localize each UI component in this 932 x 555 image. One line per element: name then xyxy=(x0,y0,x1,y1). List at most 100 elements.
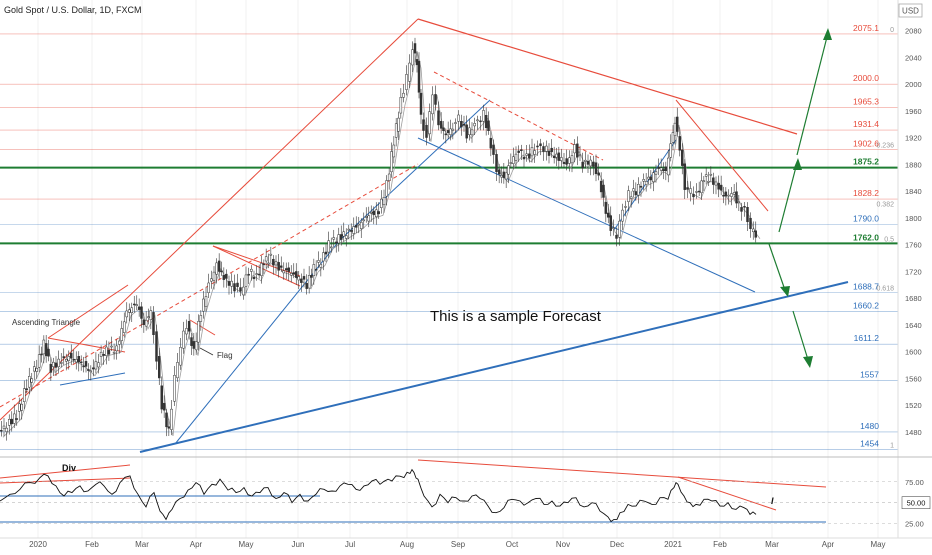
candle-body xyxy=(449,128,452,135)
candle-body xyxy=(542,146,545,152)
top-resistance-line xyxy=(417,18,798,135)
candle-body xyxy=(504,172,508,180)
candle-body xyxy=(152,312,155,335)
flag-top-line xyxy=(212,245,301,277)
level-label: 1875.2 xyxy=(853,157,879,167)
candle-body xyxy=(72,358,75,361)
candle-body xyxy=(274,261,278,266)
candle-body xyxy=(468,127,471,135)
candle-body xyxy=(257,273,261,276)
candle-body xyxy=(454,122,457,124)
candle-body xyxy=(673,122,677,136)
candle-body xyxy=(282,270,285,274)
candle-body xyxy=(115,345,118,352)
candle-body xyxy=(302,276,306,280)
forecast-up-long-arrow xyxy=(796,32,829,156)
y-tick-label: 1680 xyxy=(905,294,922,303)
candle-body xyxy=(57,358,60,368)
candle-body xyxy=(422,119,425,131)
candle-body xyxy=(280,265,283,268)
candle-body xyxy=(752,228,755,233)
candle-body xyxy=(539,143,542,147)
candle-body xyxy=(652,172,655,183)
candle-body xyxy=(637,183,640,196)
level-label: 1965.3 xyxy=(853,96,879,106)
candle-body xyxy=(380,198,383,208)
candle-body xyxy=(260,263,263,276)
flag-label: Flag xyxy=(217,351,233,360)
candle-body xyxy=(176,362,179,379)
level-label: 1902.6 xyxy=(853,138,879,148)
candle-body xyxy=(13,413,16,424)
candle-body xyxy=(547,150,551,156)
candle-body xyxy=(227,281,231,286)
candle-body xyxy=(689,188,692,194)
candle-body xyxy=(144,320,148,327)
x-tick-label: Feb xyxy=(85,540,99,549)
candle-body xyxy=(457,114,460,122)
level-label: 1762.0 xyxy=(853,232,879,242)
candle-body xyxy=(482,110,485,122)
y-tick-label: 1960 xyxy=(905,107,922,116)
fib-label: 1 xyxy=(890,442,894,449)
candle-body xyxy=(239,287,242,292)
candle-body xyxy=(397,117,400,132)
rsi-tick-label: 25.00 xyxy=(905,520,924,529)
candle-body xyxy=(382,196,386,206)
y-tick-label: 2040 xyxy=(905,53,922,62)
candle-body xyxy=(242,286,245,296)
candle-body xyxy=(112,351,116,354)
x-tick-label: May xyxy=(238,540,253,549)
y-tick-label: 1800 xyxy=(905,214,922,223)
candle-body xyxy=(370,211,373,214)
candle-body xyxy=(754,230,757,238)
candle-body xyxy=(70,352,73,359)
candle-body xyxy=(347,228,350,231)
candle-body xyxy=(399,97,403,114)
y-tick-label: 1600 xyxy=(905,348,922,357)
candle-body xyxy=(130,307,133,314)
candle-body xyxy=(552,155,556,158)
level-label: 1790.0 xyxy=(853,214,879,224)
x-tick-label: Oct xyxy=(506,540,519,549)
candle-body xyxy=(199,315,203,322)
candle-body xyxy=(707,180,710,183)
candle-body xyxy=(446,130,450,133)
candle-body xyxy=(451,128,455,131)
candle-body xyxy=(190,337,193,346)
candle-body xyxy=(377,211,380,215)
candle-body xyxy=(307,275,311,289)
candle-body xyxy=(557,152,561,161)
y-tick-label: 1480 xyxy=(905,428,922,437)
candle-body xyxy=(28,376,31,388)
level-label: 1931.4 xyxy=(853,119,879,129)
y-tick-label: 1760 xyxy=(905,241,922,250)
level-label: 1454 xyxy=(860,438,879,448)
candle-body xyxy=(597,172,600,176)
candle-body xyxy=(345,235,348,239)
candle-body xyxy=(82,365,85,368)
candle-body xyxy=(592,161,595,167)
candle-body xyxy=(484,115,488,128)
candle-body xyxy=(360,222,363,229)
candle-body xyxy=(2,425,6,429)
candle-body xyxy=(322,252,325,262)
candle-body xyxy=(419,92,423,115)
candle-body xyxy=(375,209,378,217)
candle-body xyxy=(385,180,388,197)
grid-lines xyxy=(37,0,879,538)
y-tick-label: 1840 xyxy=(905,187,922,196)
forecast-up-short-arrowhead xyxy=(793,158,802,170)
candle-body xyxy=(140,306,143,319)
candle-body xyxy=(312,264,316,277)
candle-body xyxy=(84,361,88,367)
candle-body xyxy=(442,127,445,131)
candle-body xyxy=(165,412,168,428)
candle-body xyxy=(545,145,548,152)
candle-body xyxy=(560,157,563,161)
candle-body xyxy=(405,74,408,90)
candle-body xyxy=(269,253,273,256)
candle-body xyxy=(287,267,290,272)
x-tick-label: Aug xyxy=(400,540,414,549)
candle-body xyxy=(75,359,78,363)
